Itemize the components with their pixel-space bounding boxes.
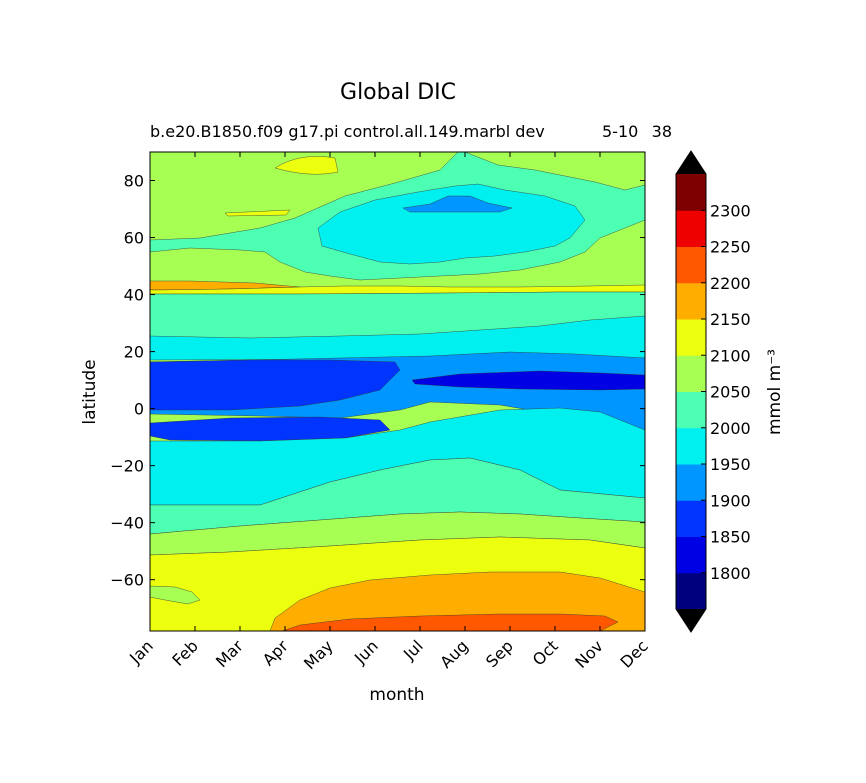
colorbar-tick-label: 2100: [710, 346, 751, 365]
contour-band-1850-south-tropics: [150, 416, 391, 442]
colorbar-swatch: [676, 500, 706, 537]
y-tick-label: −20: [110, 457, 144, 476]
colorbar-swatch: [676, 246, 706, 284]
colorbar-swatch: [676, 391, 706, 429]
contour-band-1850-tropics: [150, 359, 401, 411]
y-tick-label: 80: [124, 172, 144, 191]
contour-plot: [150, 152, 645, 631]
x-tick-label: Aug: [436, 636, 472, 672]
colorbar: 1800 1850 1900 1950 2000 2050 2100 2150 2200 2250…: [675, 150, 751, 633]
contour-band-2050-antarctic-patch: [150, 585, 201, 605]
x-tick-label: Jun: [350, 636, 382, 668]
x-tick-label: Dec: [616, 636, 651, 671]
x-tick-label: Sep: [482, 636, 517, 671]
colorbar-extend-max: [676, 151, 706, 174]
colorbar-swatch: [676, 282, 706, 320]
colorbar-swatch: [676, 355, 706, 392]
x-tick-label: Feb: [168, 636, 201, 669]
colorbar-tick-label: 1850: [710, 528, 751, 547]
colorbar-label: mmol m⁻³: [765, 349, 785, 435]
colorbar-tick-label: 2250: [710, 238, 751, 257]
colorbar-swatch: [676, 536, 706, 574]
y-axis: 80 60 40 20 0 −20 −40 −60: [110, 172, 645, 590]
contour-band-1800-core: [411, 370, 645, 391]
colorbar-tick-label: 2150: [710, 310, 751, 329]
chart-subtitle-far-right: 38: [652, 122, 672, 141]
colorbar-extend-min: [676, 609, 706, 632]
colorbar-swatch: [676, 210, 706, 247]
contour-band-1900-arctic: [402, 195, 513, 213]
colorbar-tick-label: 2050: [710, 383, 751, 402]
x-axis-label: month: [369, 685, 424, 705]
x-tick-label: Jul: [399, 636, 427, 664]
x-tick-label: Apr: [259, 636, 292, 669]
colorbar-swatch: [676, 427, 706, 465]
colorbar-tick-label: 1800: [710, 564, 751, 583]
y-tick-label: 0: [134, 400, 144, 419]
colorbar-outline: [675, 150, 707, 633]
y-tick-label: −60: [110, 571, 144, 590]
contour-band-1950-arctic: [317, 183, 586, 265]
contour-band-2200-antarctic: [281, 613, 619, 631]
y-axis-label: latitude: [80, 359, 100, 424]
colorbar-tick-label: 2200: [710, 274, 751, 293]
x-tick-label: Oct: [529, 636, 562, 669]
chart-subtitle-left: b.e20.B1850.f09 g17.pi control.all.149.m…: [150, 122, 545, 141]
y-tick-label: 20: [124, 343, 144, 362]
x-tick-label: May: [300, 636, 337, 673]
y-tick-label: 60: [124, 229, 144, 248]
colorbar-swatch: [676, 174, 706, 211]
chart-title: Global DIC: [340, 80, 456, 105]
colorbar-tick-label: 2300: [710, 201, 751, 220]
colorbar-tick-label: 1950: [710, 455, 751, 474]
colorbar-tick-label: 1900: [710, 491, 751, 510]
contour-band-2100-arctic-small: [224, 209, 291, 217]
y-tick-label: 40: [124, 286, 144, 305]
contour-band-2100-arctic: [274, 156, 339, 175]
plot-frame: [149, 151, 646, 632]
colorbar-tick-label: 2000: [710, 419, 751, 438]
x-tick-label: Nov: [571, 636, 607, 672]
x-tick-label: Mar: [212, 636, 247, 671]
chart-subtitle-right: 5-10: [602, 122, 638, 141]
colorbar-swatch: [676, 572, 706, 610]
x-tick-label: Jan: [125, 636, 157, 668]
colorbar-swatch: [676, 464, 706, 501]
colorbar-swatch: [676, 319, 706, 356]
y-tick-label: −40: [110, 514, 144, 533]
